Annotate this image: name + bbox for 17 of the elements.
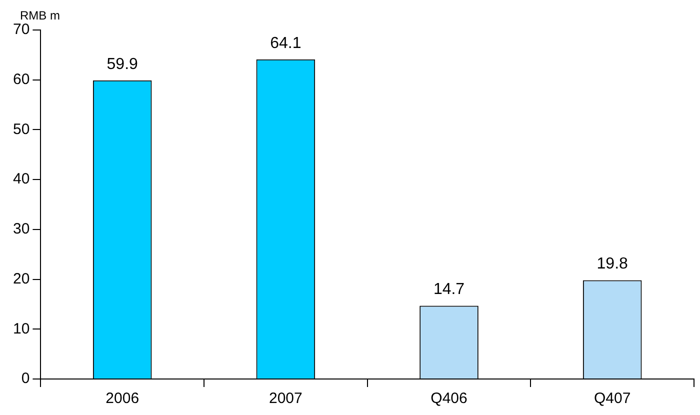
data-label: 64.1 bbox=[270, 34, 302, 52]
x-tick-label: 2007 bbox=[268, 390, 302, 408]
y-axis-title: RMB m bbox=[20, 8, 60, 22]
data-label: 59.9 bbox=[106, 56, 138, 73]
y-tick-label: 0 bbox=[21, 370, 30, 388]
data-label: 14.7 bbox=[433, 281, 465, 298]
y-tick-label: 60 bbox=[12, 71, 30, 88]
y-tick-label: 30 bbox=[12, 220, 30, 238]
x-tick-label: Q406 bbox=[430, 390, 468, 408]
y-tick-label: 20 bbox=[12, 270, 30, 288]
x-tick-label: Q407 bbox=[594, 390, 631, 408]
x-tick-label: 2006 bbox=[106, 390, 140, 408]
y-tick-label: 50 bbox=[12, 120, 30, 138]
y-tick-label: 40 bbox=[12, 170, 30, 188]
y-tick-label: 70 bbox=[12, 21, 30, 38]
y-tick-label: 10 bbox=[12, 320, 30, 338]
data-label: 19.8 bbox=[596, 256, 628, 273]
